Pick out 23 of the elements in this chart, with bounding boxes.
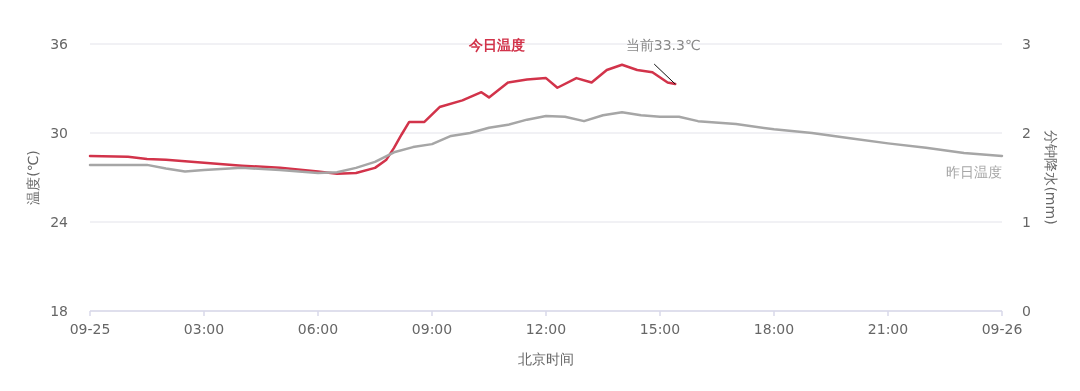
x-tick-label: 18:00 [753, 321, 795, 337]
y-axis-title: 温度(℃) [25, 150, 41, 205]
x-tick-label: 12:00 [525, 321, 567, 337]
y-tick-label: 36 [50, 36, 69, 52]
x-tick-label: 09-25 [69, 321, 111, 337]
x-tick-label: 15:00 [639, 321, 681, 337]
x-tick-label: 03:00 [183, 321, 225, 337]
y2-tick-label: 0 [1022, 303, 1031, 319]
x-tick-label: 21:00 [867, 321, 909, 337]
y-tick-label: 30 [50, 125, 68, 141]
y2-tick-label: 3 [1022, 36, 1031, 52]
y2-axis-title: 分钟降水(mm) [1043, 130, 1059, 225]
x-tick-label: 09-26 [981, 321, 1023, 337]
x-axis-title: 北京时间 [518, 351, 574, 367]
x-tick-label: 06:00 [297, 321, 339, 337]
y-tick-label: 24 [50, 214, 69, 230]
series-label: 昨日温度 [946, 163, 1002, 180]
annotation: 当前33.3℃ [625, 37, 701, 53]
y2-tick-label: 1 [1022, 214, 1031, 230]
x-tick-label: 09:00 [411, 321, 453, 337]
y2-tick-label: 2 [1022, 125, 1031, 141]
y-tick-label: 18 [50, 303, 68, 319]
series-label: 今日温度 [468, 37, 526, 53]
